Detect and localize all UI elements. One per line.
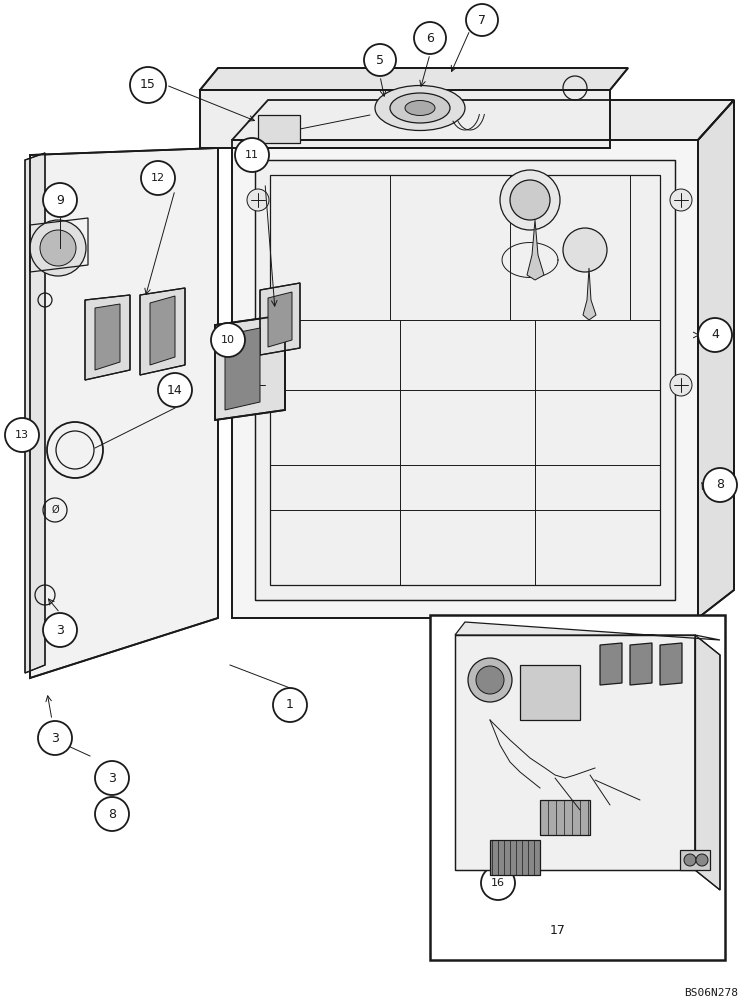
Circle shape [703,468,737,502]
Text: 8: 8 [716,479,724,491]
Bar [258,115,300,143]
Circle shape [235,138,269,172]
Circle shape [158,373,192,407]
Polygon shape [680,850,710,870]
Circle shape [5,418,39,452]
Text: 17: 17 [550,924,566,936]
Polygon shape [232,140,698,618]
Polygon shape [260,283,300,355]
Circle shape [481,866,515,900]
Text: 5: 5 [376,53,384,66]
Circle shape [141,161,175,195]
Polygon shape [30,148,218,678]
Ellipse shape [390,93,450,123]
Text: 1: 1 [286,698,294,712]
Circle shape [364,44,396,76]
Text: 6: 6 [426,31,434,44]
Polygon shape [490,840,540,875]
Polygon shape [698,100,734,618]
Circle shape [95,761,129,795]
Polygon shape [455,622,720,640]
Circle shape [500,170,560,230]
Text: 15: 15 [140,79,156,92]
Polygon shape [255,160,675,600]
Text: 10: 10 [221,335,235,345]
Polygon shape [150,296,175,365]
Polygon shape [95,304,120,370]
Polygon shape [455,635,695,870]
Polygon shape [520,665,580,720]
Polygon shape [25,153,45,673]
Polygon shape [600,643,622,685]
Circle shape [468,658,512,702]
Text: Ø: Ø [51,505,58,515]
Circle shape [30,220,86,276]
Polygon shape [660,643,682,685]
Circle shape [670,189,692,211]
Polygon shape [85,295,130,380]
Polygon shape [140,288,185,375]
Circle shape [95,797,129,831]
Circle shape [211,323,245,357]
Text: 3: 3 [56,624,64,637]
Text: 13: 13 [15,430,29,440]
Text: 9: 9 [56,194,64,207]
Text: 11: 11 [245,150,259,160]
Polygon shape [527,220,544,280]
Circle shape [414,22,446,54]
Bar [430,615,725,960]
Circle shape [696,854,708,866]
Circle shape [670,374,692,396]
Polygon shape [200,90,610,148]
Ellipse shape [375,86,465,130]
Circle shape [247,189,269,211]
Polygon shape [200,68,628,90]
Text: 4: 4 [711,328,719,342]
Circle shape [43,613,77,647]
Polygon shape [583,268,596,320]
Circle shape [698,318,732,352]
Text: BS06N278: BS06N278 [684,988,738,998]
Circle shape [684,854,696,866]
Text: 3: 3 [51,732,59,744]
Circle shape [43,183,77,217]
Polygon shape [695,635,720,890]
Polygon shape [215,315,285,420]
Text: 14: 14 [167,383,183,396]
Text: 8: 8 [108,808,116,820]
Polygon shape [225,328,260,410]
Text: 3: 3 [108,772,116,784]
Circle shape [563,228,607,272]
Circle shape [510,180,550,220]
Ellipse shape [405,101,435,115]
Circle shape [273,688,307,722]
Circle shape [130,67,166,103]
Text: 12: 12 [151,173,165,183]
Circle shape [466,4,498,36]
Circle shape [476,666,504,694]
Circle shape [38,721,72,755]
Polygon shape [630,643,652,685]
Polygon shape [540,800,590,835]
Circle shape [247,374,269,396]
Polygon shape [232,100,734,140]
Circle shape [40,230,76,266]
Text: 16: 16 [491,878,505,888]
Text: 7: 7 [478,13,486,26]
Polygon shape [268,292,292,347]
